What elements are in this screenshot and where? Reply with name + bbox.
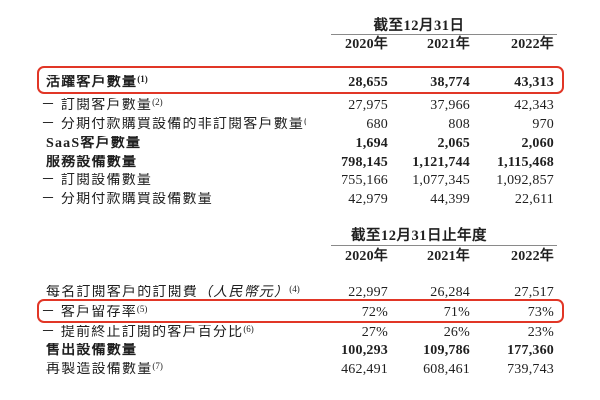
footnote-marker: (6) — [243, 325, 254, 334]
value-2022: 970 — [532, 117, 554, 132]
row-devices-in-service: 服務設備數量 798,145 1,121,744 1,115,468 — [0, 155, 600, 171]
value-2021: 608,461 — [423, 362, 470, 377]
value-2022: 42,343 — [514, 98, 554, 113]
row-label: － 分期付款購買設備數量 — [41, 192, 213, 207]
value-2020: 22,997 — [348, 285, 388, 300]
row-remanufactured-devices: 再製造設備數量(7) 462,491 608,461 739,743 — [0, 362, 600, 378]
value-2020: 28,655 — [348, 75, 388, 90]
row-label: － 訂閱設備數量 — [41, 173, 153, 188]
year-label: 2021年 — [427, 37, 470, 52]
value-2020: 1,694 — [355, 136, 388, 151]
value-2021: 37,966 — [430, 98, 470, 113]
value-2022: 739,743 — [507, 362, 554, 377]
header-rule-1 — [331, 34, 557, 35]
value-2021: 71% — [443, 305, 470, 320]
row-label: － 分期付款購買設備的非訂閱客戶數量(3) — [0, 117, 306, 133]
footnote-marker: (7) — [152, 362, 163, 371]
value-2020: 680 — [366, 117, 388, 132]
row-subscription-devices: － 訂閱設備數量 755,166 1,077,345 1,092,857 — [0, 173, 600, 189]
value-2021: 109,786 — [423, 343, 470, 358]
year-label: 2020年 — [345, 37, 388, 52]
row-label: 每名訂閱客戶的訂閱費（人民幣元）(4) — [46, 285, 300, 300]
value-2021: 1,121,744 — [412, 155, 470, 170]
footnote-marker: (3) — [304, 117, 306, 126]
value-2022: 177,360 — [507, 343, 554, 358]
row-label: － 提前終止訂閱的客戶百分比(6) — [41, 325, 254, 340]
row-label: － 客戶留存率(5) — [41, 305, 148, 320]
row-label: － 訂閱客戶數量(2) — [41, 98, 163, 113]
value-2020: 27,975 — [348, 98, 388, 113]
row-label: 再製造設備數量(7) — [46, 362, 163, 377]
value-2022: 27,517 — [514, 285, 554, 300]
value-2022: 1,115,468 — [496, 155, 554, 170]
value-2020: 755,166 — [341, 173, 388, 188]
row-installment-non-subscription-customers: － 分期付款購買設備的非訂閱客戶數量(3) 680 808 970 — [0, 117, 600, 133]
value-2022: 43,313 — [514, 75, 554, 90]
value-2022: 73% — [527, 305, 554, 320]
row-label: 活躍客戶數量(1) — [46, 75, 148, 90]
footnote-marker: (5) — [136, 305, 148, 314]
period-header-1: 截至12月31日 — [373, 18, 465, 34]
value-2020: 72% — [361, 305, 388, 320]
row-customer-retention-rate: － 客戶留存率(5) 72% 71% 73% — [0, 305, 600, 321]
value-2021: 1,077,345 — [412, 173, 470, 188]
row-devices-sold: 售出設備數量 100,293 109,786 177,360 — [0, 343, 600, 359]
row-label: 服務設備數量 — [46, 155, 138, 170]
period-header-2: 截至12月31日止年度 — [351, 228, 487, 244]
value-2022: 2,060 — [521, 136, 554, 151]
value-2021: 2,065 — [437, 136, 470, 151]
row-subscription-customers: － 訂閱客戶數量(2) 27,975 37,966 42,343 — [0, 98, 600, 114]
value-2021: 44,399 — [430, 192, 470, 207]
value-2021: 26,284 — [430, 285, 470, 300]
year-label: 2021年 — [427, 249, 470, 264]
value-2020: 798,145 — [341, 155, 388, 170]
year-label: 2020年 — [345, 249, 388, 264]
header-rule-2 — [331, 245, 557, 246]
value-2021: 26% — [443, 325, 470, 340]
value-2022: 23% — [527, 325, 554, 340]
row-saas-customers: SaaS客戶數量 1,694 2,065 2,060 — [0, 136, 600, 152]
year-label: 2022年 — [511, 249, 554, 264]
row-active-customers: 活躍客戶數量(1) 28,655 38,774 43,313 — [0, 75, 600, 91]
footnote-marker: (1) — [137, 75, 148, 84]
year-header-row-2: 2020年 2021年 2022年 — [0, 249, 600, 265]
year-header-row-1: 2020年 2021年 2022年 — [0, 37, 600, 53]
footnote-marker: (4) — [289, 285, 300, 294]
value-2021: 38,774 — [430, 75, 470, 90]
year-label: 2022年 — [511, 37, 554, 52]
row-subscription-fee-per-customer: 每名訂閱客戶的訂閱費（人民幣元）(4) 22,997 26,284 27,517 — [0, 285, 600, 301]
value-2020: 27% — [361, 325, 388, 340]
value-2020: 42,979 — [348, 192, 388, 207]
row-label: SaaS客戶數量 — [46, 136, 142, 151]
row-label: 售出設備數量 — [46, 343, 138, 358]
footnote-marker: (2) — [152, 98, 163, 107]
value-2021: 808 — [448, 117, 470, 132]
value-2020: 462,491 — [341, 362, 388, 377]
value-2022: 22,611 — [514, 192, 554, 207]
row-early-termination-percentage: － 提前終止訂閱的客戶百分比(6) 27% 26% 23% — [0, 325, 600, 341]
value-2020: 100,293 — [341, 343, 388, 358]
row-installment-purchase-devices: － 分期付款購買設備數量 42,979 44,399 22,611 — [0, 192, 600, 208]
value-2022: 1,092,857 — [496, 173, 554, 188]
row-label-italic: （人民幣元） — [198, 285, 290, 300]
